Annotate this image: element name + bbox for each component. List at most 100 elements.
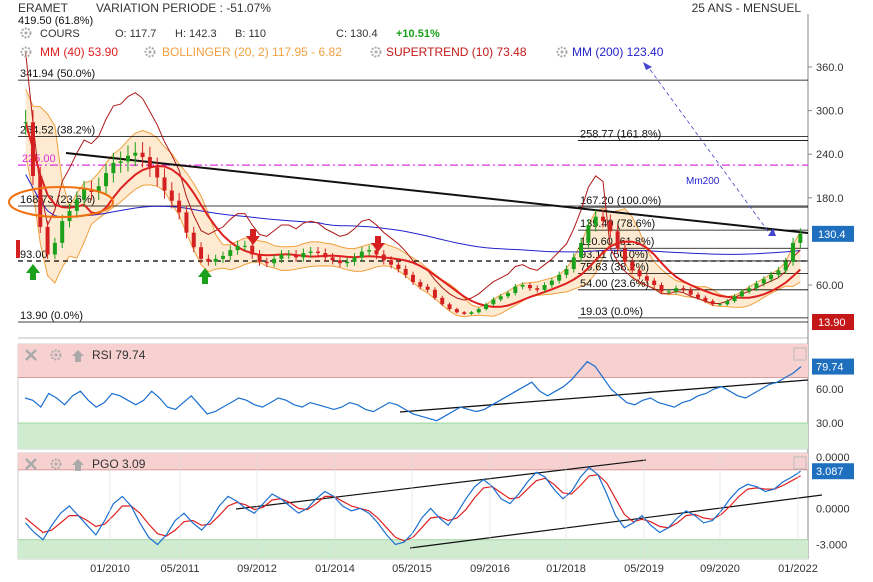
fib-right-label: 19.03 (0.0%): [580, 306, 643, 318]
candle-body: [228, 250, 233, 256]
candle-body: [681, 288, 686, 290]
gear-icon[interactable]: [50, 458, 62, 470]
pgo-maximize-button[interactable]: [793, 456, 807, 470]
rsi-overbought-zone: [18, 344, 808, 378]
candle-body: [147, 157, 152, 168]
candle-body: [696, 294, 701, 298]
pgo-trendline-upper: [235, 459, 647, 510]
legend-bollinger[interactable]: BOLLINGER (20, 2) 117.95 - 6.82: [162, 45, 342, 59]
up-arrow-icon[interactable]: [72, 459, 84, 471]
candle-body: [469, 312, 474, 314]
candle-body: [286, 254, 291, 256]
candle-body: [60, 221, 65, 243]
candle-body: [440, 297, 445, 305]
candle-body: [323, 253, 328, 258]
candle-body: [45, 226, 50, 255]
down-arrow-icon: [16, 240, 20, 258]
candle-body: [491, 299, 496, 305]
x-tick-label: 09/2020: [700, 563, 740, 575]
candle-body: [294, 254, 299, 258]
candle-body: [418, 282, 423, 287]
close-icon-stroke: [25, 349, 37, 361]
period-label[interactable]: 25 ANS - MENSUEL: [692, 1, 802, 15]
candle-body: [769, 274, 774, 280]
candle-body: [601, 216, 606, 222]
x-tick-label: 01/2018: [546, 563, 586, 575]
candle-body: [220, 255, 225, 259]
legend-mm200[interactable]: MM (200) 123.40: [572, 45, 664, 59]
rsi-legend: RSI 79.74: [92, 348, 146, 362]
candle-body: [140, 152, 145, 158]
gear-icon[interactable]: [370, 46, 382, 58]
gear-icon-ring: [20, 46, 32, 58]
candle-body: [798, 233, 803, 243]
mm40-line: [24, 121, 801, 308]
price-tick-label: 360.0: [816, 62, 844, 74]
legend-supertrend[interactable]: SUPERTREND (10) 73.48: [386, 45, 527, 59]
candle-body: [133, 152, 138, 156]
down-arrow-icon: [371, 236, 385, 252]
candle-body: [498, 296, 503, 300]
close-icon-stroke: [25, 458, 37, 470]
arrow-head-icon: [643, 62, 652, 70]
candle-body: [345, 261, 350, 264]
candle-body: [396, 264, 401, 270]
candle-body: [776, 270, 781, 275]
low-price-badge: [812, 314, 854, 330]
bollinger-band-fill: [25, 89, 801, 317]
gear-icon-hub: [148, 50, 152, 54]
candle-body: [506, 293, 511, 297]
rsi-value-label: 79.74: [816, 362, 844, 374]
gear-icon[interactable]: [144, 46, 156, 58]
candle-body: [593, 216, 598, 226]
rsi-value-badge: [812, 358, 854, 375]
pgo-signal-line: [25, 474, 801, 542]
pgo-value-badge: [812, 463, 854, 480]
gear-icon[interactable]: [556, 46, 568, 58]
price-tick-label: 300.0: [816, 106, 844, 118]
gear-icon[interactable]: [20, 27, 32, 39]
fib-left-label: 13.90 (0.0%): [20, 310, 83, 322]
up-arrow-icon[interactable]: [72, 350, 84, 362]
open-value: O: 117.7: [115, 28, 156, 40]
candle-body: [367, 250, 372, 252]
fib-left-label: 93.00: [20, 249, 48, 261]
clipped-fib-label: 419.50 (61.8%): [18, 15, 93, 27]
gear-icon[interactable]: [20, 46, 32, 58]
x-tick-label: 05/2011: [161, 563, 200, 575]
candle-body: [739, 291, 744, 297]
candle-body: [118, 161, 123, 163]
fib-right-label: 135.49 (78.6%): [580, 218, 655, 230]
candle-body: [199, 247, 204, 259]
candle-body: [571, 257, 576, 270]
gear-icon[interactable]: [50, 349, 62, 361]
low-price-label: 13.90: [818, 317, 846, 329]
legend-mm40[interactable]: MM (40) 53.90: [40, 45, 118, 59]
candle-body: [754, 283, 759, 289]
candle-body: [155, 167, 160, 178]
candle-body: [666, 291, 671, 293]
candle-body: [725, 301, 730, 305]
candle-body: [235, 245, 240, 251]
close-icon[interactable]: [25, 349, 37, 361]
x-tick-label: 01/2010: [90, 563, 130, 575]
close-icon[interactable]: [25, 458, 37, 470]
candle-body: [674, 288, 679, 292]
high-value: H: 142.3: [175, 28, 217, 40]
candle-body: [411, 274, 415, 283]
price-tick-label: 240.0: [816, 149, 844, 161]
gear-icon-hub: [24, 31, 28, 35]
pgo-tick-label: 0.0000: [816, 503, 850, 515]
candle-body: [652, 280, 657, 285]
pgo-tick-label: -3.000: [816, 540, 847, 552]
candle-body: [352, 257, 357, 262]
fib-right-label: 54.00 (23.6%): [580, 278, 649, 290]
pgo-trendline-lower: [409, 494, 823, 549]
rsi-maximize-button[interactable]: [793, 347, 807, 361]
series-label: COURS: [40, 28, 80, 40]
candle-body: [454, 309, 459, 313]
candle-body: [761, 279, 766, 284]
mm200-arrow-line: [645, 63, 771, 235]
